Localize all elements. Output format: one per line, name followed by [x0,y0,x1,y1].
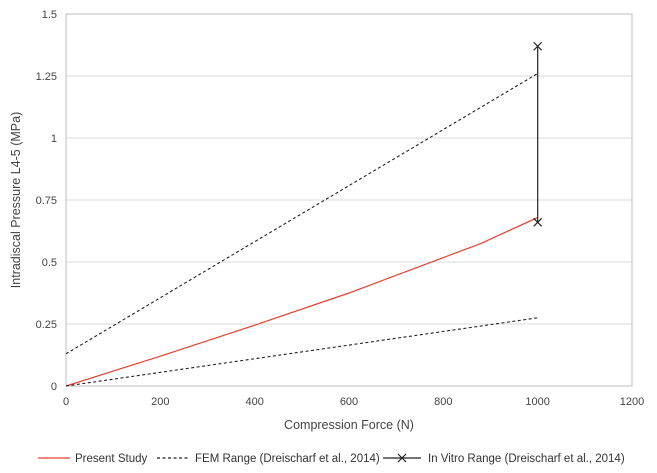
legend-item: In Vitro Range (Dreischarf et al., 2014) [383,453,625,465]
x-tick-label: 1200 [620,396,644,408]
x-tick-label: 200 [151,396,169,408]
legend: Present Study FEM Range (Dreischarf et al… [38,453,625,465]
legend-label: In Vitro Range (Dreischarf et al., 2014) [428,453,625,465]
y-tick-label: 0.75 [36,195,57,207]
fem-range-line [65,317,538,387]
y-tick-label: 0 [51,381,57,393]
y-tick-label: 0.25 [36,319,57,331]
y-tick-label: 1.5 [42,9,57,21]
x-tick-label: 600 [340,396,358,408]
legend-marker [397,453,407,463]
in-vitro-marker [533,41,543,51]
ticks: 0 0.25 0.5 0.75 1 1.25 1.5 0 200 400 600 800 1000 120… [36,9,645,408]
y-axis-label: Intradiscal Pressure L4-5 (MPa) [9,112,23,288]
legend-label: FEM Range (Dreischarf et al., 2014) [195,453,380,465]
legend-item: Present Study [38,453,147,465]
in-vitro-marker [533,217,543,227]
x-tick-label: 400 [245,396,263,408]
grid [66,13,632,325]
series-layer [65,41,543,387]
legend-label: Present Study [75,453,147,465]
x-tick-label: 0 [63,396,69,408]
fem-range-line [65,73,538,355]
legend-item: FEM Range (Dreischarf et al., 2014) [157,453,380,465]
x-tick-label: 1000 [525,396,549,408]
axes [65,13,633,387]
x-axis-label: Compression Force (N) [284,418,414,432]
y-tick-label: 0.5 [42,257,57,269]
y-tick-label: 1 [51,133,57,145]
present-study-line [65,216,538,387]
y-tick-label: 1.25 [36,71,57,83]
x-tick-label: 800 [434,396,452,408]
